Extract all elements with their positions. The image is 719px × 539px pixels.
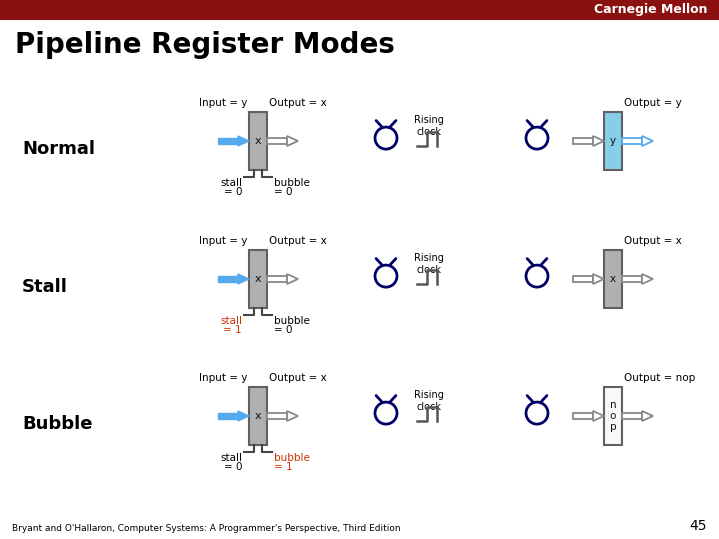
Polygon shape bbox=[218, 413, 238, 419]
Text: Input = y: Input = y bbox=[198, 98, 247, 108]
Text: x: x bbox=[255, 136, 261, 146]
Polygon shape bbox=[593, 411, 604, 421]
Text: Input = y: Input = y bbox=[198, 373, 247, 383]
Text: Rising
clock: Rising clock bbox=[414, 253, 444, 274]
Text: x: x bbox=[610, 274, 616, 284]
Text: = 0: = 0 bbox=[224, 462, 242, 472]
Text: Output = nop: Output = nop bbox=[624, 373, 695, 383]
Text: = 0: = 0 bbox=[224, 187, 242, 197]
Text: 45: 45 bbox=[690, 519, 707, 533]
Polygon shape bbox=[287, 274, 298, 284]
Polygon shape bbox=[287, 136, 298, 146]
Polygon shape bbox=[573, 138, 593, 144]
Text: stall: stall bbox=[220, 316, 242, 326]
Polygon shape bbox=[287, 411, 298, 421]
Text: Output = x: Output = x bbox=[624, 236, 682, 246]
Polygon shape bbox=[218, 138, 238, 144]
Polygon shape bbox=[622, 413, 642, 419]
Polygon shape bbox=[642, 274, 653, 284]
Polygon shape bbox=[238, 274, 249, 284]
Polygon shape bbox=[267, 138, 287, 144]
Polygon shape bbox=[622, 138, 642, 144]
Polygon shape bbox=[238, 136, 249, 146]
Polygon shape bbox=[642, 136, 653, 146]
Polygon shape bbox=[249, 250, 267, 308]
Text: = 1: = 1 bbox=[274, 462, 293, 472]
Text: Normal: Normal bbox=[22, 140, 95, 158]
Text: bubble: bubble bbox=[274, 178, 310, 188]
Polygon shape bbox=[593, 136, 604, 146]
Text: = 0: = 0 bbox=[274, 187, 293, 197]
Text: bubble: bubble bbox=[274, 453, 310, 463]
Text: y: y bbox=[610, 136, 616, 146]
Text: = 0: = 0 bbox=[274, 325, 293, 335]
Polygon shape bbox=[267, 276, 287, 282]
Polygon shape bbox=[238, 411, 249, 421]
Text: n
o
p: n o p bbox=[610, 400, 616, 432]
Text: Pipeline Register Modes: Pipeline Register Modes bbox=[15, 31, 395, 59]
Polygon shape bbox=[267, 413, 287, 419]
Polygon shape bbox=[604, 112, 622, 170]
Polygon shape bbox=[604, 387, 622, 445]
Polygon shape bbox=[218, 276, 238, 282]
Polygon shape bbox=[642, 411, 653, 421]
Text: Rising
clock: Rising clock bbox=[414, 390, 444, 412]
Text: = 1: = 1 bbox=[224, 325, 242, 335]
Text: Input = y: Input = y bbox=[198, 236, 247, 246]
Text: Output = x: Output = x bbox=[269, 98, 326, 108]
Polygon shape bbox=[604, 250, 622, 308]
Text: Bryant and O'Hallaron, Computer Systems: A Programmer's Perspective, Third Editi: Bryant and O'Hallaron, Computer Systems:… bbox=[12, 524, 400, 533]
Polygon shape bbox=[0, 0, 719, 20]
Text: stall: stall bbox=[220, 178, 242, 188]
Text: stall: stall bbox=[220, 453, 242, 463]
Text: Output = x: Output = x bbox=[269, 373, 326, 383]
Polygon shape bbox=[573, 276, 593, 282]
Text: Rising
clock: Rising clock bbox=[414, 115, 444, 136]
Text: Bubble: Bubble bbox=[22, 415, 93, 433]
Polygon shape bbox=[573, 413, 593, 419]
Polygon shape bbox=[622, 276, 642, 282]
Text: x: x bbox=[255, 274, 261, 284]
Polygon shape bbox=[249, 112, 267, 170]
Text: x: x bbox=[255, 411, 261, 421]
Text: Carnegie Mellon: Carnegie Mellon bbox=[595, 3, 708, 17]
Polygon shape bbox=[249, 387, 267, 445]
Text: Output = y: Output = y bbox=[624, 98, 682, 108]
Polygon shape bbox=[593, 274, 604, 284]
Text: bubble: bubble bbox=[274, 316, 310, 326]
Text: Output = x: Output = x bbox=[269, 236, 326, 246]
Text: Stall: Stall bbox=[22, 278, 68, 296]
